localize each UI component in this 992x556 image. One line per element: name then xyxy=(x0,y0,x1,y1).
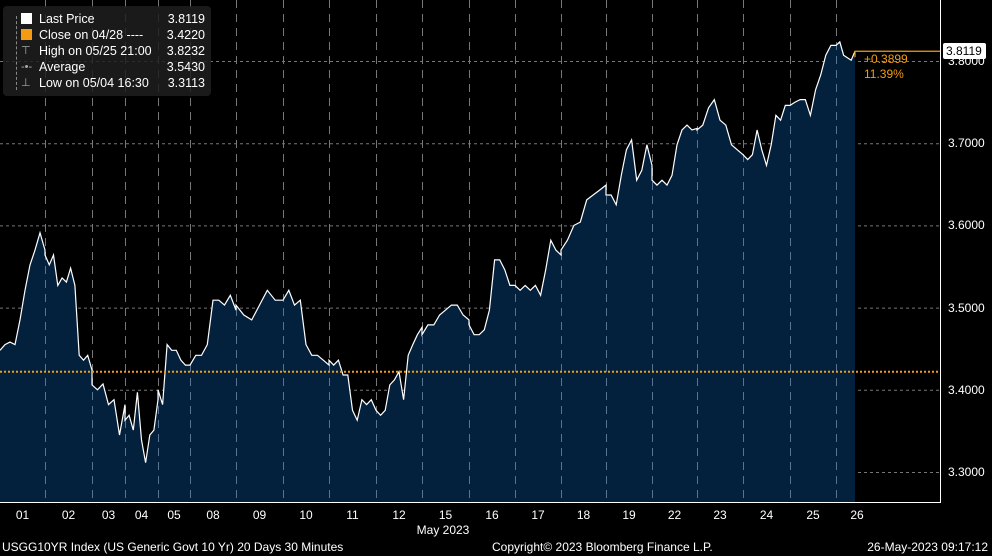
white-swatch-icon xyxy=(21,13,32,24)
last-price-leader xyxy=(854,50,940,58)
x-tick-label: 02 xyxy=(61,508,76,522)
legend[interactable]: Last Price 3.8119 Close on 04/28 ---- 3.… xyxy=(3,6,211,96)
change-percent: 11.39% xyxy=(864,67,904,81)
x-tick-label: 16 xyxy=(485,508,499,522)
x-tick-label: 18 xyxy=(576,508,591,522)
average-marker-icon: -•- xyxy=(21,61,33,73)
change-value: +0.3899 xyxy=(864,52,908,66)
y-tick-label: 3.6000 xyxy=(948,218,985,233)
legend-item-average[interactable]: -•- Average 3.5430 xyxy=(13,59,209,75)
y-tick-label: 3.3000 xyxy=(948,465,985,479)
x-tick-label: 19 xyxy=(622,508,636,522)
x-tick-label: 17 xyxy=(531,508,545,522)
x-axis-label: May 2023 xyxy=(416,523,470,537)
x-tick-label: 10 xyxy=(299,508,313,522)
x-tick-label: 09 xyxy=(252,508,267,522)
legend-tree-line xyxy=(16,16,18,90)
timestamp: 26-May-2023 09:17:12 xyxy=(867,540,988,554)
legend-label: High on 05/25 21:00 xyxy=(39,44,152,58)
legend-item-low[interactable]: ⊥ Low on 05/04 16:30 3.3113 xyxy=(13,75,209,91)
x-tick-label: 26 xyxy=(850,508,864,522)
security-description: USGG10YR Index (US Generic Govt 10 Yr) 2… xyxy=(2,540,344,554)
x-tick-label: 23 xyxy=(713,508,727,522)
y-tick-label: 3.7000 xyxy=(948,136,985,151)
x-tick-label: 04 xyxy=(134,508,149,522)
orange-swatch-icon xyxy=(21,29,32,40)
legend-value: 3.5430 xyxy=(166,60,205,74)
low-marker-icon: ⊥ xyxy=(21,77,31,89)
y-tick-label: 3.5000 xyxy=(948,300,985,315)
x-tick-label: 22 xyxy=(667,508,682,522)
x-tick-label: 25 xyxy=(806,508,820,522)
legend-item-high[interactable]: ⊤ High on 05/25 21:00 3.8232 xyxy=(13,43,209,59)
x-tick-label: 12 xyxy=(392,508,406,522)
price-area xyxy=(0,41,855,503)
last-price-label: 3.8119 xyxy=(943,43,986,59)
price-line xyxy=(0,40,856,463)
copyright: Copyright© 2023 Bloomberg Finance L.P. xyxy=(492,540,713,554)
legend-label: Close on 04/28 ---- xyxy=(39,28,144,42)
legend-item-last-price[interactable]: Last Price 3.8119 xyxy=(13,11,209,27)
x-tick-label: 05 xyxy=(167,508,181,522)
legend-value: 3.8232 xyxy=(166,44,205,58)
legend-value: 3.8119 xyxy=(167,12,205,26)
legend-label: Last Price xyxy=(39,12,95,26)
x-tick-label: 01 xyxy=(15,508,30,522)
legend-value: 3.3113 xyxy=(167,76,205,90)
legend-value: 3.4220 xyxy=(166,28,205,42)
legend-label: Low on 05/04 16:30 xyxy=(39,76,149,90)
x-tick-label: 15 xyxy=(438,508,453,522)
legend-item-close[interactable]: Close on 04/28 ---- 3.4220 xyxy=(13,27,209,43)
x-tick-label: 08 xyxy=(206,508,220,522)
legend-label: Average xyxy=(39,60,86,74)
x-tick-label: 11 xyxy=(346,508,359,522)
x-tick-label: 24 xyxy=(759,508,774,522)
y-tick-label: 3.4000 xyxy=(948,382,985,397)
x-tick-label: 03 xyxy=(101,508,116,522)
high-marker-icon: ⊤ xyxy=(21,45,31,57)
